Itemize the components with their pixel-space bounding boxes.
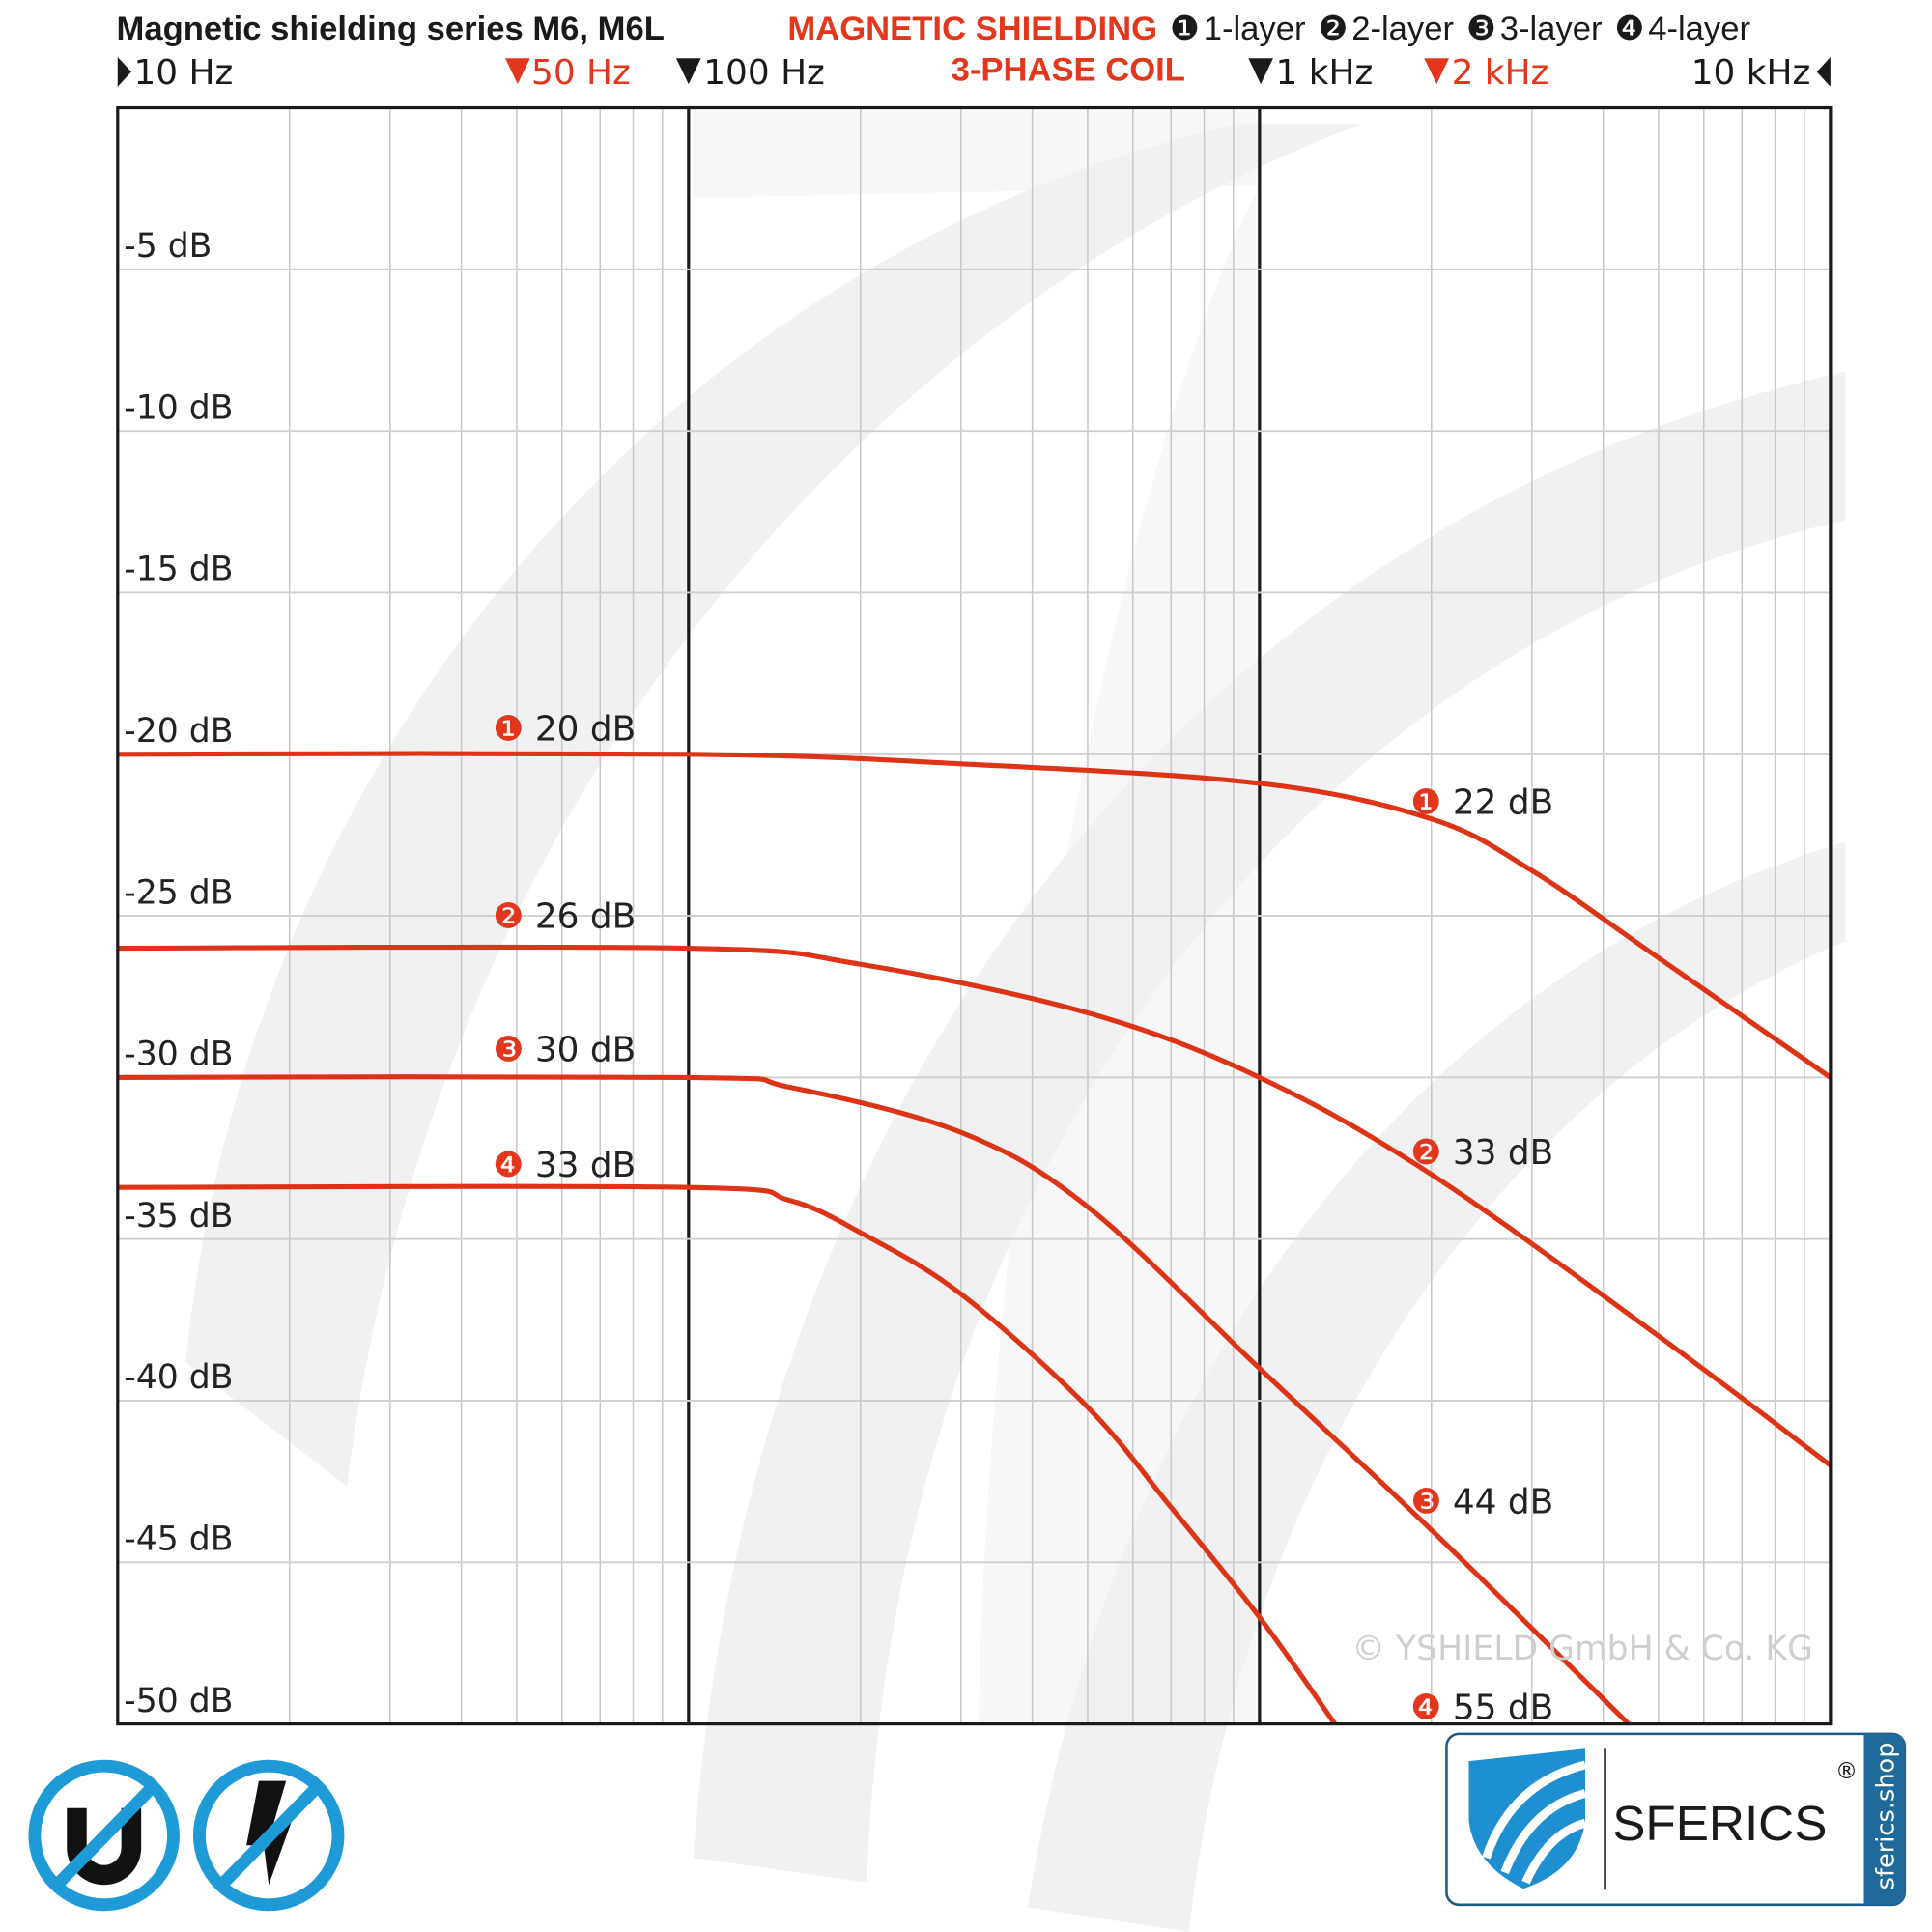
freq-10hz: 10 Hz bbox=[133, 53, 233, 93]
arrow-left-icon bbox=[1816, 56, 1831, 87]
frequency-labels: 10 Hz 50 Hz 100 Hz 1 kHz 2 kHz 10 kHz bbox=[117, 53, 1831, 93]
annotation-text: 30 dB bbox=[535, 1031, 636, 1070]
legend-label-1: 1-layer bbox=[1204, 11, 1306, 47]
chart-title: Magnetic shielding series M6, M6L bbox=[117, 11, 665, 47]
y-tick-label: -5 dB bbox=[124, 227, 212, 266]
red-title-1: MAGNETIC SHIELDING bbox=[787, 11, 1157, 47]
annotations: ❶ 20 dB ❷ 26 dB ❸ 30 dB ❹ 33 dB ❶ 22 dB … bbox=[493, 710, 1553, 1728]
y-tick-label: -15 dB bbox=[124, 551, 233, 589]
legend-marker-2: ❷ bbox=[1318, 10, 1348, 48]
triangle-down-icon bbox=[1424, 58, 1449, 85]
annotation-text: 26 dB bbox=[535, 896, 636, 936]
legend-label-4: 4-layer bbox=[1648, 11, 1750, 47]
annotation-marker: ❸ bbox=[1410, 1483, 1441, 1522]
y-axis-labels: -5 dB -10 dB -15 dB -20 dB -25 dB -30 dB -35 d… bbox=[124, 227, 233, 1720]
y-tick-label: -50 dB bbox=[124, 1682, 233, 1720]
y-tick-label: -25 dB bbox=[124, 873, 233, 912]
sferics-logo[interactable]: SFERICS ® sferics.shop bbox=[1445, 1732, 1907, 1907]
curve-3-layer bbox=[117, 1074, 1631, 1726]
y-tick-label: -10 dB bbox=[124, 388, 233, 427]
legend-marker-1: ❶ bbox=[1170, 10, 1200, 48]
watermark bbox=[185, 111, 1846, 1932]
grid bbox=[117, 107, 1831, 1724]
shield-icon bbox=[1468, 1748, 1586, 1889]
curve-1-layer bbox=[117, 751, 1833, 1080]
annotation-marker: ❷ bbox=[1410, 1133, 1441, 1173]
annotation-text: 33 dB bbox=[1453, 1133, 1553, 1173]
no-electric-icon bbox=[193, 1759, 345, 1912]
legend-marker-3: ❸ bbox=[1466, 10, 1496, 48]
freq-1khz: 1 kHz bbox=[1276, 53, 1374, 93]
legend-marker-4: ❹ bbox=[1614, 10, 1644, 48]
curve-4-layer bbox=[117, 1183, 1337, 1726]
triangle-down-icon bbox=[505, 58, 530, 85]
annotation-text: 33 dB bbox=[535, 1146, 636, 1185]
annotation-text: 55 dB bbox=[1453, 1688, 1553, 1727]
annotation-marker: ❷ bbox=[493, 896, 524, 936]
y-tick-label: -30 dB bbox=[124, 1036, 233, 1074]
y-tick-label: -20 dB bbox=[124, 712, 233, 751]
y-tick-label: -40 dB bbox=[124, 1358, 233, 1397]
freq-2khz: 2 kHz bbox=[1452, 53, 1549, 93]
curve-2-layer bbox=[117, 944, 1833, 1467]
plot-frame bbox=[116, 105, 1833, 1726]
curves bbox=[117, 751, 1833, 1726]
freq-100hz: 100 Hz bbox=[703, 53, 825, 93]
annotation-text: 44 dB bbox=[1453, 1483, 1553, 1522]
annotation-marker: ❹ bbox=[493, 1146, 524, 1185]
triangle-down-icon bbox=[676, 58, 701, 85]
annotation-marker: ❹ bbox=[1410, 1688, 1441, 1727]
arrow-right-icon bbox=[117, 56, 131, 87]
annotation-text: 20 dB bbox=[535, 710, 636, 750]
freq-50hz: 50 Hz bbox=[531, 53, 631, 93]
brand-name: SFERICS bbox=[1612, 1796, 1827, 1851]
freq-10khz: 10 kHz bbox=[1691, 53, 1811, 93]
annotation-text: 22 dB bbox=[1453, 782, 1553, 822]
triangle-down-icon bbox=[1248, 58, 1273, 85]
legend: ❶ 1-layer ❷ 2-layer ❸ 3-layer ❹ 4-layer bbox=[1170, 10, 1750, 48]
annotation-marker: ❶ bbox=[1410, 782, 1441, 822]
registered-mark: ® bbox=[1835, 1759, 1858, 1784]
annotation-marker: ❸ bbox=[493, 1031, 524, 1070]
legend-label-2: 2-layer bbox=[1351, 11, 1454, 47]
y-tick-label: -35 dB bbox=[124, 1197, 233, 1236]
red-title-2: 3-PHASE COIL bbox=[952, 51, 1185, 88]
annotation-marker: ❶ bbox=[493, 710, 524, 750]
site-url[interactable]: sferics.shop bbox=[1871, 1742, 1900, 1889]
copyright: © YSHIELD GmbH & Co. KG bbox=[1351, 1630, 1813, 1668]
y-tick-label: -45 dB bbox=[124, 1520, 233, 1558]
legend-label-3: 3-layer bbox=[1500, 11, 1603, 47]
no-magnet-icon bbox=[28, 1759, 180, 1912]
